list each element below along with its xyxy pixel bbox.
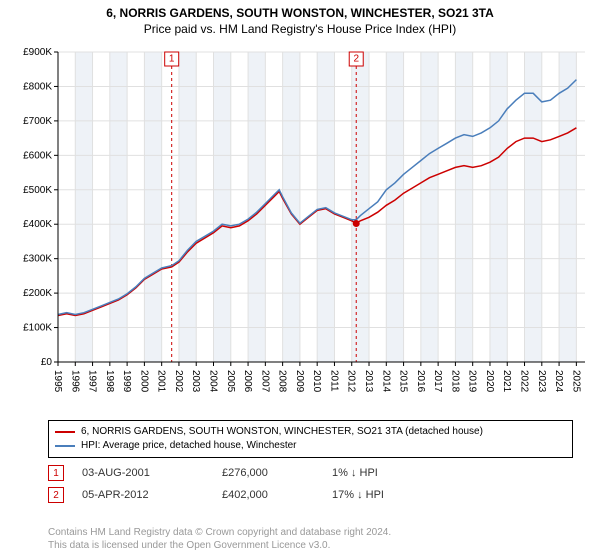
sale-marker-icon: 2 bbox=[48, 487, 64, 503]
sale-pct: 1% ↓ HPI bbox=[332, 467, 392, 479]
down-arrow-icon: ↓ bbox=[351, 467, 357, 479]
sale-price: £402,000 bbox=[222, 489, 332, 501]
svg-text:2008: 2008 bbox=[277, 370, 288, 393]
sale-marker-num: 1 bbox=[53, 468, 59, 479]
svg-text:2010: 2010 bbox=[311, 370, 322, 393]
svg-text:2006: 2006 bbox=[242, 370, 253, 393]
svg-text:2015: 2015 bbox=[398, 370, 409, 393]
svg-text:2014: 2014 bbox=[380, 370, 391, 393]
sale-date: 03-AUG-2001 bbox=[82, 467, 222, 479]
svg-text:2000: 2000 bbox=[138, 370, 149, 393]
footer-line: Contains HM Land Registry data © Crown c… bbox=[48, 526, 391, 539]
svg-text:1998: 1998 bbox=[104, 370, 115, 393]
svg-text:£0: £0 bbox=[41, 357, 53, 368]
sale-row: 2 05-APR-2012 £402,000 17% ↓ HPI bbox=[48, 484, 573, 506]
svg-text:2020: 2020 bbox=[484, 370, 495, 393]
svg-text:2018: 2018 bbox=[449, 370, 460, 393]
down-arrow-icon: ↓ bbox=[357, 489, 363, 501]
svg-text:£200K: £200K bbox=[23, 288, 52, 299]
svg-text:2005: 2005 bbox=[225, 370, 236, 393]
legend-item: HPI: Average price, detached house, Winc… bbox=[55, 439, 566, 453]
sale-date: 05-APR-2012 bbox=[82, 489, 222, 501]
svg-text:£400K: £400K bbox=[23, 219, 52, 230]
svg-text:2003: 2003 bbox=[190, 370, 201, 393]
svg-text:£600K: £600K bbox=[23, 150, 52, 161]
svg-text:1996: 1996 bbox=[69, 370, 80, 393]
legend-swatch-icon bbox=[55, 445, 75, 447]
svg-text:2: 2 bbox=[353, 54, 359, 65]
chart-subtitle: Price paid vs. HM Land Registry's House … bbox=[0, 20, 600, 36]
svg-text:2004: 2004 bbox=[208, 370, 219, 393]
sale-pct: 17% ↓ HPI bbox=[332, 489, 392, 501]
svg-text:2022: 2022 bbox=[519, 370, 530, 393]
svg-text:2025: 2025 bbox=[570, 370, 581, 393]
svg-text:£300K: £300K bbox=[23, 254, 52, 265]
svg-text:£800K: £800K bbox=[23, 81, 52, 92]
legend-item: 6, NORRIS GARDENS, SOUTH WONSTON, WINCHE… bbox=[55, 425, 566, 439]
legend-label: HPI: Average price, detached house, Winc… bbox=[81, 439, 297, 453]
svg-text:2016: 2016 bbox=[415, 370, 426, 393]
svg-text:2024: 2024 bbox=[553, 370, 564, 393]
legend: 6, NORRIS GARDENS, SOUTH WONSTON, WINCHE… bbox=[48, 420, 573, 458]
svg-text:1: 1 bbox=[169, 54, 175, 65]
legend-label: 6, NORRIS GARDENS, SOUTH WONSTON, WINCHE… bbox=[81, 425, 483, 439]
svg-text:£100K: £100K bbox=[23, 323, 52, 334]
sale-price: £276,000 bbox=[222, 467, 332, 479]
footer-attribution: Contains HM Land Registry data © Crown c… bbox=[48, 526, 391, 552]
chart-svg: £0 £100K £200K £300K £400K £500K £600K £700K £80… bbox=[10, 42, 590, 412]
chart-plot: £0 £100K £200K £300K £400K £500K £600K £700K £80… bbox=[10, 42, 590, 412]
svg-text:£500K: £500K bbox=[23, 185, 52, 196]
svg-text:1999: 1999 bbox=[121, 370, 132, 393]
svg-text:£700K: £700K bbox=[23, 116, 52, 127]
svg-text:2023: 2023 bbox=[536, 370, 547, 393]
sale-row: 1 03-AUG-2001 £276,000 1% ↓ HPI bbox=[48, 462, 573, 484]
svg-text:1997: 1997 bbox=[87, 370, 98, 393]
footer-line: This data is licensed under the Open Gov… bbox=[48, 539, 391, 552]
sale-marker-icon: 1 bbox=[48, 465, 64, 481]
svg-text:2007: 2007 bbox=[259, 370, 270, 393]
svg-text:2012: 2012 bbox=[346, 370, 357, 393]
svg-text:£900K: £900K bbox=[23, 47, 52, 58]
chart-title: 6, NORRIS GARDENS, SOUTH WONSTON, WINCHE… bbox=[0, 0, 600, 20]
svg-text:2002: 2002 bbox=[173, 370, 184, 393]
sales-table: 1 03-AUG-2001 £276,000 1% ↓ HPI 2 05-APR… bbox=[48, 462, 573, 506]
svg-text:2019: 2019 bbox=[467, 370, 478, 393]
legend-swatch-icon bbox=[55, 431, 75, 433]
svg-text:2013: 2013 bbox=[363, 370, 374, 393]
svg-text:1995: 1995 bbox=[52, 370, 63, 393]
sale-marker-num: 2 bbox=[53, 490, 59, 501]
svg-text:2011: 2011 bbox=[328, 370, 339, 392]
chart-container: 6, NORRIS GARDENS, SOUTH WONSTON, WINCHE… bbox=[0, 0, 600, 560]
svg-text:2009: 2009 bbox=[294, 370, 305, 393]
svg-text:2017: 2017 bbox=[432, 370, 443, 393]
svg-text:2001: 2001 bbox=[156, 370, 167, 393]
svg-text:2021: 2021 bbox=[501, 370, 512, 393]
